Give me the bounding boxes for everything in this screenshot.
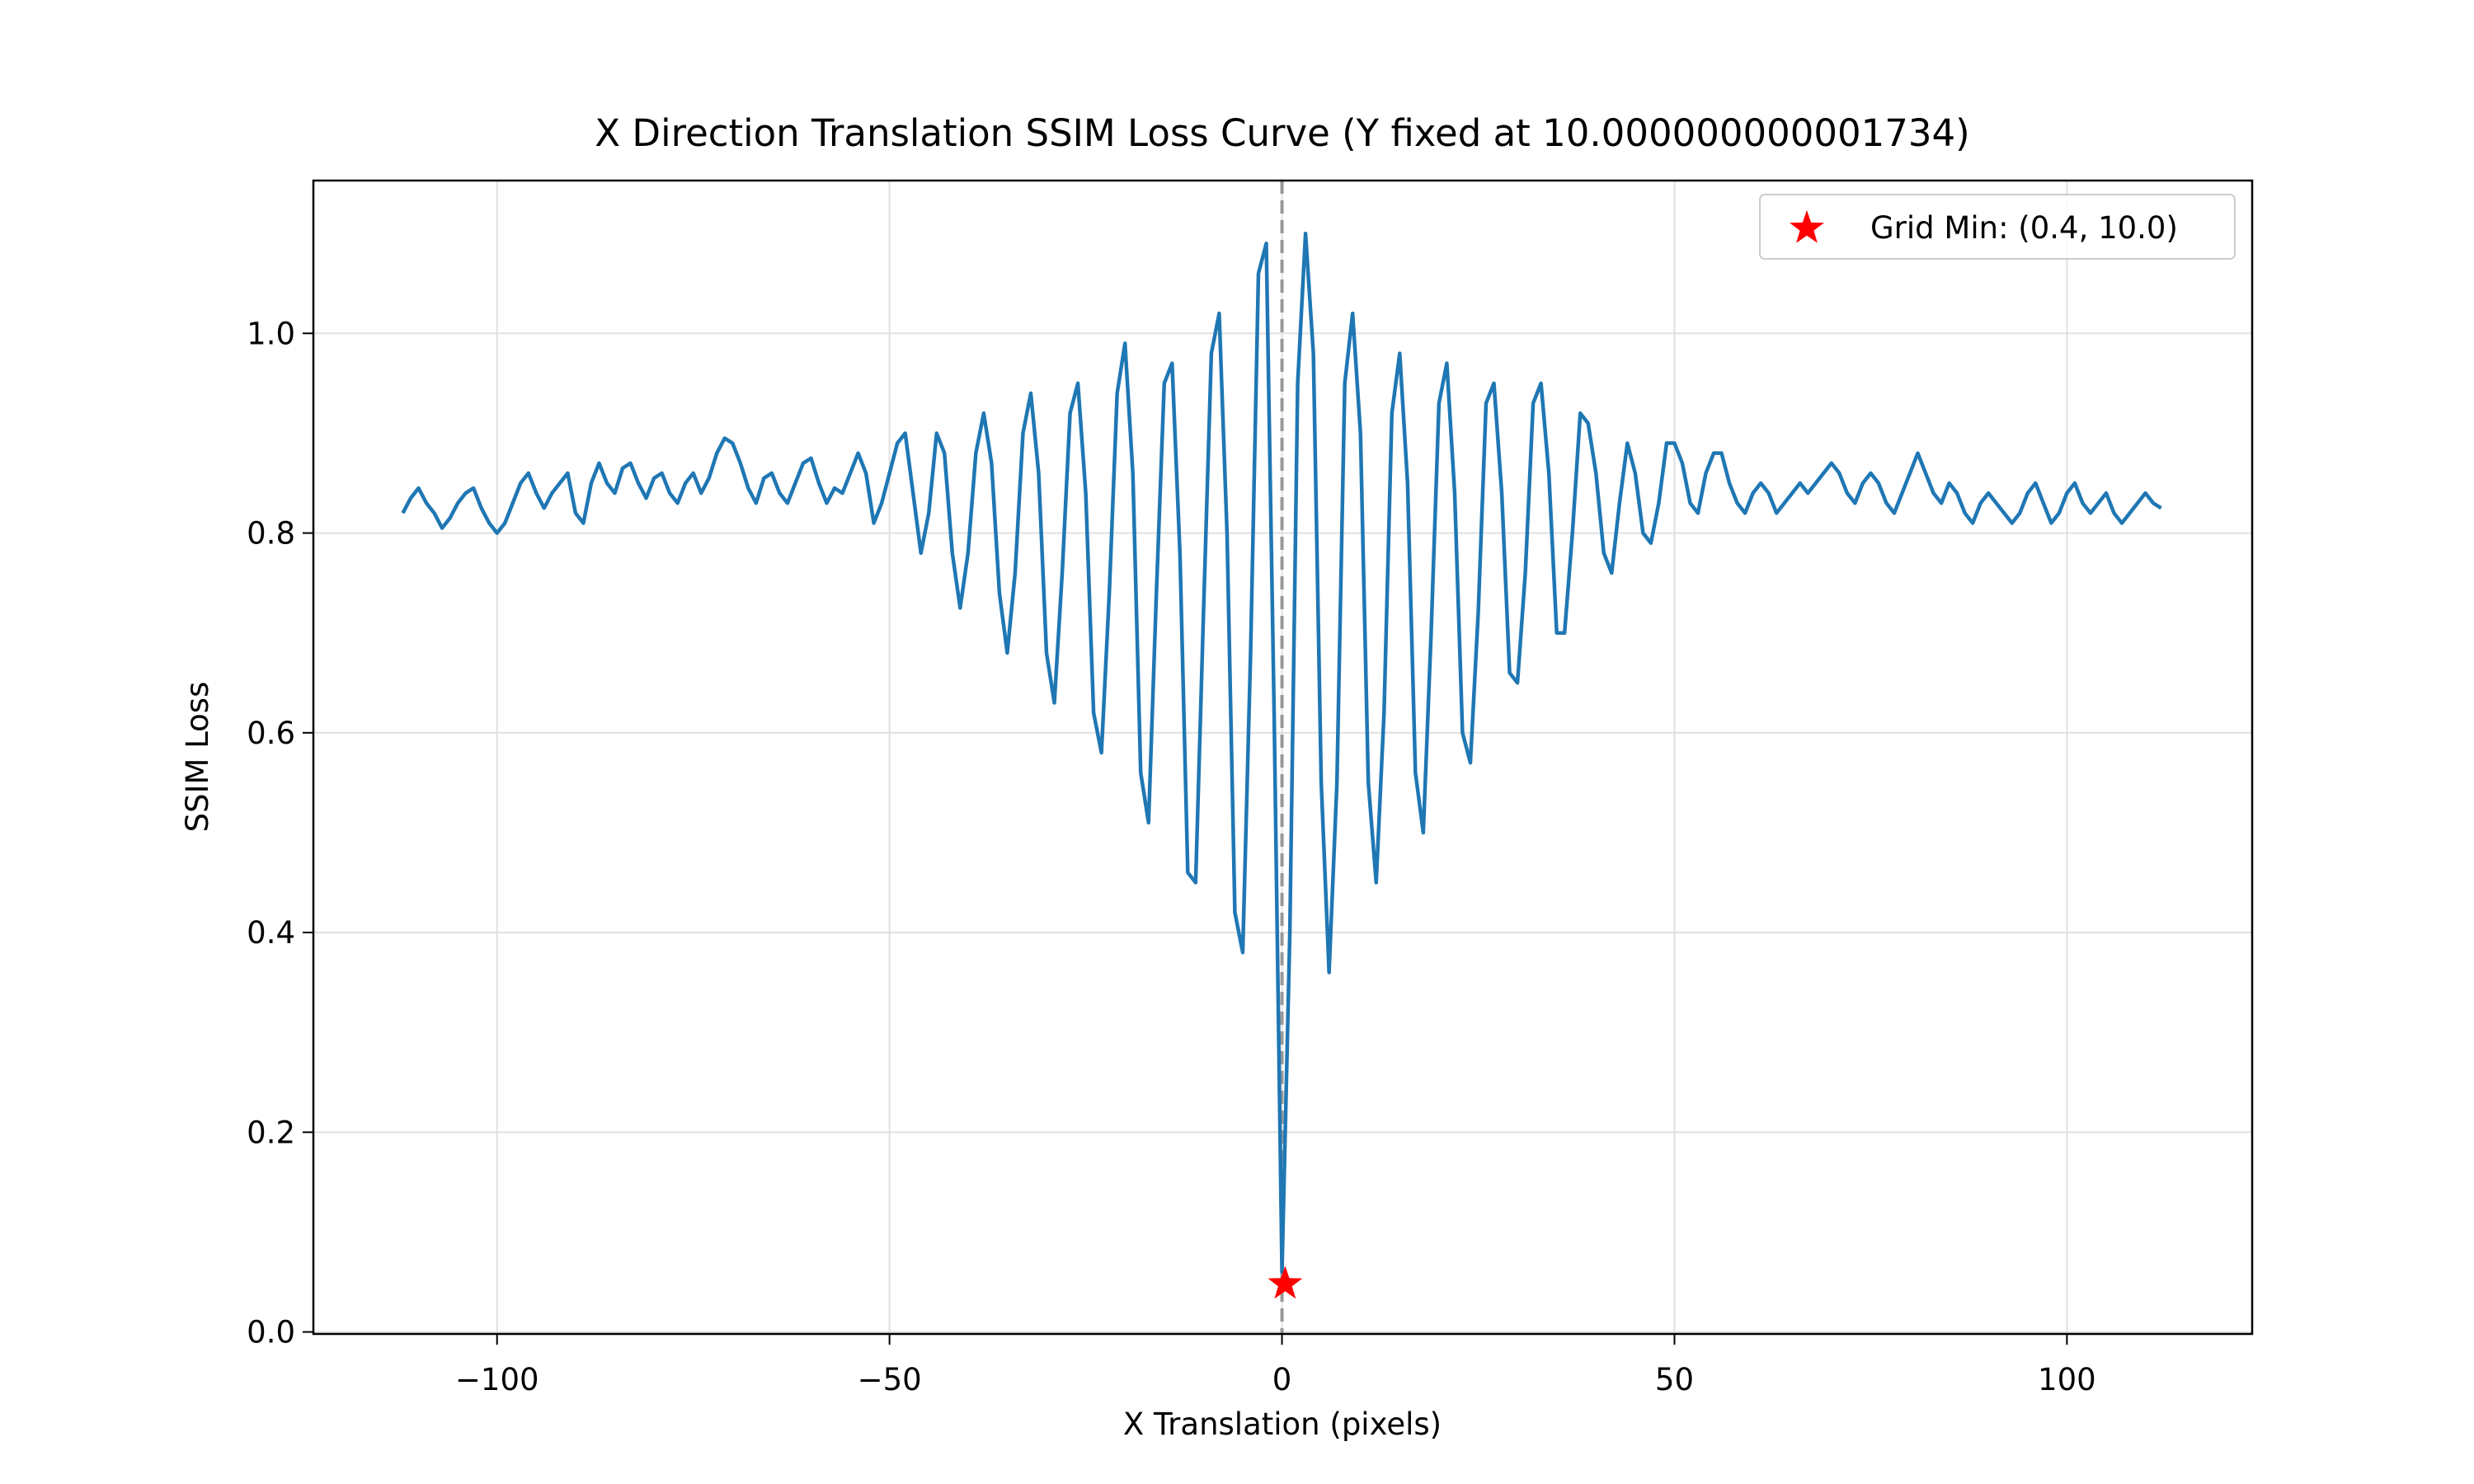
plot-frame (312, 179, 2254, 1336)
x-tick-label: −100 (455, 1362, 539, 1397)
y-tick-label: 0.8 (247, 516, 295, 552)
y-tick-label: 0.4 (247, 915, 295, 951)
legend-box (1759, 194, 2236, 260)
y-axis-label: SSIM Loss (180, 682, 215, 833)
y-tick-label: 0.0 (247, 1315, 295, 1350)
x-axis-label: X Translation (pixels) (1123, 1407, 1442, 1442)
y-tick-label: 0.6 (247, 716, 295, 751)
chart-title: X Direction Translation SSIM Loss Curve … (595, 111, 1969, 155)
y-tick-label: 0.2 (247, 1115, 295, 1150)
y-tick-label: 1.0 (247, 316, 295, 351)
data-line (401, 231, 2162, 1275)
x-tick-label: −50 (858, 1362, 922, 1397)
min-marker (1268, 1266, 1303, 1299)
x-tick-label: 0 (1272, 1362, 1292, 1397)
x-tick-label: 100 (2038, 1362, 2096, 1397)
legend-marker (1790, 210, 1824, 243)
x-tick-label: 50 (1655, 1362, 1694, 1397)
legend-label: Grid Min: (0.4, 10.0) (1870, 210, 2178, 246)
